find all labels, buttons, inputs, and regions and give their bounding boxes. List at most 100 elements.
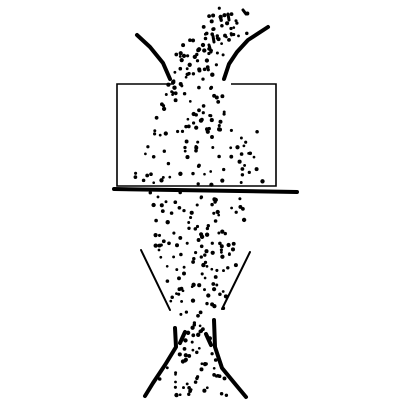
top-funnel-left-wall: [135, 33, 172, 81]
particle-dot: [185, 155, 190, 160]
particle-dot: [185, 241, 189, 245]
particle-dot: [177, 276, 181, 281]
particle-dot: [219, 18, 223, 22]
particle-dot: [216, 100, 221, 104]
particle-dot: [196, 238, 201, 242]
particle-dot: [191, 72, 196, 76]
particle-dot: [151, 155, 156, 159]
particle-dot: [211, 13, 216, 18]
particle-dot: [183, 149, 187, 153]
particle-dot: [175, 292, 178, 295]
particle-dot: [165, 279, 170, 283]
particle-dot: [213, 197, 218, 203]
particle-dot: [209, 19, 214, 24]
particle-dot: [185, 72, 190, 77]
particle-dot: [248, 151, 253, 156]
particle-dot: [233, 263, 238, 268]
particle-dot: [179, 252, 183, 257]
particle-dot: [200, 272, 204, 276]
particle-dot: [213, 358, 218, 362]
particle-dot: [153, 129, 157, 133]
particle-dot: [205, 301, 209, 306]
particle-dot: [174, 52, 179, 57]
particle-dot: [210, 267, 214, 271]
lower-funnel: [140, 249, 251, 311]
particle-dot: [203, 32, 207, 36]
particle-dot: [157, 248, 161, 252]
particle-dash: [211, 34, 216, 44]
particle-dot: [245, 31, 249, 36]
particle-dot: [214, 95, 219, 100]
particle-dot: [215, 34, 219, 38]
particle-dot: [237, 159, 242, 164]
particle-dot: [240, 173, 245, 177]
particle-dot: [183, 338, 188, 343]
particle-dot: [173, 91, 178, 96]
particle-dot: [156, 195, 160, 199]
particle-dot: [239, 136, 243, 140]
particle-dot: [210, 72, 215, 77]
particle-dot: [229, 128, 233, 132]
particle-dot: [175, 268, 179, 272]
particle-dash: [226, 12, 231, 22]
particle-dot: [229, 32, 233, 36]
particle-dot: [178, 190, 182, 195]
particle-dot: [153, 233, 158, 238]
particle-dot: [178, 235, 183, 240]
particle-dot: [223, 294, 228, 299]
particle-dot: [173, 385, 177, 389]
particle-dot: [194, 125, 199, 130]
particle-dot: [241, 207, 245, 211]
particle-dot: [239, 181, 243, 184]
particle-dot: [208, 341, 212, 344]
particle-dot: [133, 175, 138, 179]
particle-dot: [210, 241, 214, 245]
particle-dot: [218, 241, 222, 246]
particle-dot: [144, 152, 147, 156]
particle-dot: [210, 250, 215, 255]
particle-dot: [141, 178, 146, 183]
particle-dot: [227, 252, 231, 257]
particle-dot: [187, 385, 191, 390]
particle-dot: [187, 226, 191, 230]
particle-dot: [203, 172, 206, 176]
particle-dot: [204, 249, 209, 254]
particle-dot: [187, 392, 191, 397]
particle-dot: [197, 85, 201, 90]
particle-dot: [199, 232, 204, 237]
particle-dot: [171, 93, 174, 96]
particle-dot: [182, 271, 186, 276]
particle-dot: [182, 91, 187, 96]
particle-dot: [243, 163, 247, 167]
particle-dot: [164, 93, 168, 96]
particle-dot: [220, 42, 223, 45]
particle-dot: [158, 133, 162, 137]
particle-dot: [185, 382, 189, 386]
particle-dot: [170, 295, 174, 299]
particle-dot: [210, 302, 215, 307]
particle-dot: [209, 86, 213, 91]
particle-dot: [192, 256, 196, 261]
chamber-outline: [116, 83, 277, 187]
particle-dot: [212, 287, 217, 292]
particle-dot: [193, 227, 198, 231]
particle-dot: [153, 132, 157, 136]
particle-dot: [227, 37, 231, 42]
particle-dot: [231, 241, 236, 246]
particle-dot: [229, 12, 234, 17]
particle-dot: [197, 346, 201, 350]
particle-dot: [174, 380, 177, 384]
particle-dot: [191, 171, 195, 176]
particle-dot: [234, 210, 238, 214]
particle-dot: [220, 229, 225, 234]
particle-dot: [172, 85, 177, 90]
particle-dot: [146, 145, 150, 149]
particle-dot: [218, 119, 223, 124]
particle-dot: [154, 115, 159, 120]
particle-dot: [161, 175, 165, 179]
particle-dot: [222, 13, 227, 18]
particle-dot: [220, 23, 224, 28]
particle-dot: [242, 144, 246, 148]
particle-dot: [247, 170, 251, 175]
particle-dot: [196, 332, 201, 337]
